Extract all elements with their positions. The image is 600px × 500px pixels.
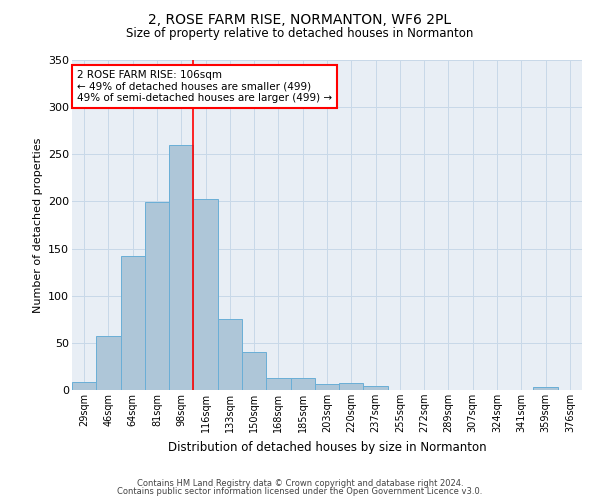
- Bar: [339, 384, 364, 390]
- Text: Contains HM Land Registry data © Crown copyright and database right 2024.: Contains HM Land Registry data © Crown c…: [137, 478, 463, 488]
- Text: 2 ROSE FARM RISE: 106sqm
← 49% of detached houses are smaller (499)
49% of semi-: 2 ROSE FARM RISE: 106sqm ← 49% of detach…: [77, 70, 332, 103]
- Bar: [315, 384, 339, 390]
- Bar: [266, 378, 290, 390]
- Text: Size of property relative to detached houses in Normanton: Size of property relative to detached ho…: [127, 28, 473, 40]
- Bar: [364, 386, 388, 390]
- Bar: [145, 202, 169, 390]
- Bar: [193, 198, 218, 390]
- X-axis label: Distribution of detached houses by size in Normanton: Distribution of detached houses by size …: [167, 440, 487, 454]
- Text: 2, ROSE FARM RISE, NORMANTON, WF6 2PL: 2, ROSE FARM RISE, NORMANTON, WF6 2PL: [148, 12, 452, 26]
- Bar: [533, 387, 558, 390]
- Bar: [121, 256, 145, 390]
- Bar: [169, 145, 193, 390]
- Text: Contains public sector information licensed under the Open Government Licence v3: Contains public sector information licen…: [118, 487, 482, 496]
- Bar: [72, 382, 96, 390]
- Bar: [290, 378, 315, 390]
- Bar: [96, 336, 121, 390]
- Bar: [242, 352, 266, 390]
- Y-axis label: Number of detached properties: Number of detached properties: [32, 138, 43, 312]
- Bar: [218, 320, 242, 390]
